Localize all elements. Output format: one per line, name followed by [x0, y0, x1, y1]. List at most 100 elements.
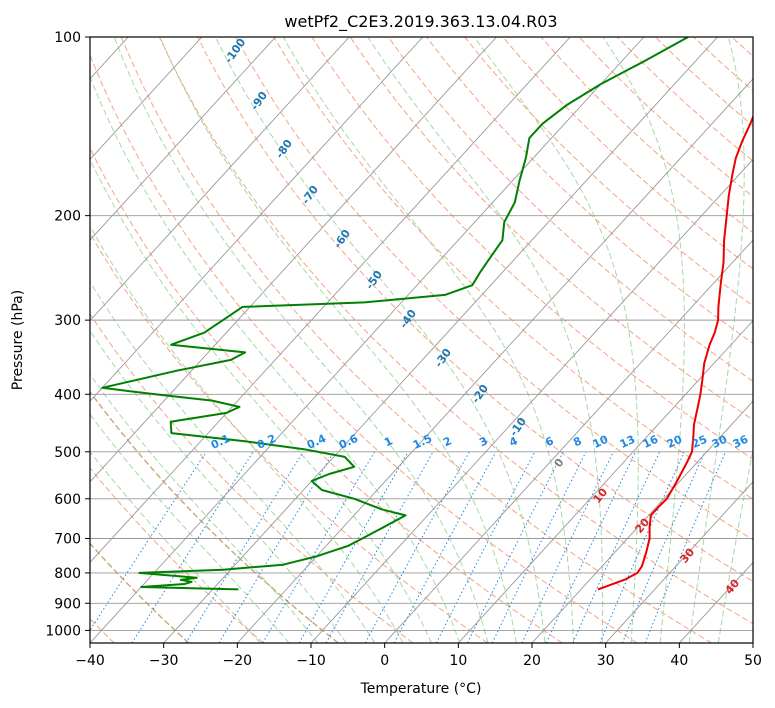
isotherm-line — [752, 642, 753, 643]
mixing-ratio-label: 0.1 — [209, 432, 232, 452]
mixing-ratio-label: 2 — [441, 434, 453, 449]
moist-adiabat-line — [602, 37, 685, 643]
mixing-ratio-line — [185, 451, 304, 643]
mixing-ratio-line — [364, 451, 470, 643]
isotherm-line — [90, 37, 571, 564]
isotherm-line — [605, 481, 753, 643]
y-tick-label: 100 — [54, 30, 81, 46]
x-tick-label: −30 — [149, 653, 179, 669]
mixing-ratio-label: 1 — [382, 434, 394, 449]
y-tick-label: 700 — [54, 532, 81, 548]
isotherm-line — [0, 37, 55, 643]
moist-adiabat-line — [367, 37, 604, 643]
mixing-ratio-line — [545, 451, 636, 643]
mixing-ratio-label: 20 — [665, 433, 685, 451]
dry-adiabat-label: -30 — [432, 346, 454, 370]
y-tick-label: 900 — [54, 596, 81, 612]
dry-adiabat-label: -60 — [331, 227, 353, 251]
plot-frame — [89, 36, 754, 644]
dry-adiabat-label: -40 — [397, 307, 419, 331]
isotherm-line — [90, 37, 424, 402]
dry-adiabat-line — [90, 390, 339, 643]
mixing-ratio-line — [131, 451, 254, 643]
y-axis-label: Pressure (hPa) — [10, 290, 26, 390]
dry-adiabat-label: -100 — [222, 36, 249, 66]
moist-adiabat-line — [90, 373, 319, 643]
dry-adiabat-line — [426, 37, 753, 344]
x-tick-label: 50 — [744, 653, 762, 669]
moist-adiabat-line — [90, 329, 347, 643]
y-tick-label: 1000 — [45, 623, 81, 639]
background-lines — [0, 37, 753, 643]
mixing-ratio-label: 0.2 — [255, 432, 278, 452]
dry-adiabat-label: 0 — [552, 456, 567, 470]
dry-adiabat-line — [349, 37, 753, 421]
x-tick-label: 40 — [670, 653, 688, 669]
reference-adiabat-line — [90, 390, 339, 643]
mixing-ratio-line — [599, 451, 685, 643]
moist-adiabat-line — [214, 37, 546, 643]
x-tick-label: −10 — [296, 653, 326, 669]
x-tick-label: −40 — [75, 653, 105, 669]
moist-adiabat-line — [473, 37, 639, 643]
mixing-ratio-line — [435, 451, 536, 643]
moist-adiabat-line — [159, 37, 517, 643]
y-tick-label: 300 — [54, 313, 81, 329]
moist-adiabat-line — [90, 75, 461, 643]
dry-adiabat-line — [90, 53, 638, 643]
dry-adiabat-label: -80 — [273, 137, 295, 161]
dry-adiabat-line — [158, 37, 753, 625]
dry-adiabat-line — [120, 37, 712, 643]
mixing-ratio-label: 10 — [591, 433, 611, 451]
mixing-ratio-label: 36 — [731, 433, 751, 451]
isotherm-line — [90, 37, 203, 161]
y-tick-label: 600 — [54, 492, 81, 508]
isotherm-line — [531, 400, 753, 643]
mixing-ratio-label: 0.6 — [337, 432, 360, 452]
moist-adiabat-line — [717, 447, 753, 643]
mixing-ratio-label: 16 — [641, 433, 661, 451]
mixing-ratio-label: 25 — [690, 433, 709, 451]
x-tick-label: 30 — [597, 653, 615, 669]
dry-adiabat-line — [273, 37, 753, 500]
mixing-ratio-line — [262, 451, 376, 643]
mixing-ratio-line — [621, 451, 706, 643]
moist-adiabat-line — [688, 37, 745, 643]
series-layer — [101, 37, 753, 591]
x-tick-label: −20 — [223, 653, 253, 669]
isotherm-line — [237, 78, 753, 643]
dry-adiabat-line — [616, 37, 753, 162]
dry-adiabat-label: -90 — [248, 89, 270, 113]
mixing-ratio-label: 8 — [571, 434, 583, 449]
moist-adiabat-line — [113, 37, 489, 643]
mixing-ratio-label: 30 — [710, 433, 730, 451]
moist-adiabat-line — [90, 224, 404, 643]
moist-adiabat-line — [90, 158, 432, 643]
y-axis: 1000 900 800 700 600 500 400 300 200 100 — [45, 30, 90, 639]
chart-title: wetPf2_C2E3.2019.363.13.04.R03 — [284, 12, 557, 32]
mixing-ratio-line — [521, 451, 614, 643]
label-layer: -100-90-80-70-60-50-40-30-20-10010203040… — [209, 36, 751, 597]
mixing-ratio-line — [90, 451, 207, 632]
y-tick-label: 200 — [54, 209, 81, 225]
dry-adiabat-line — [578, 37, 753, 198]
dry-adiabat-line — [197, 37, 753, 582]
dewpoint-line — [101, 37, 689, 591]
moist-adiabat-line — [282, 37, 575, 643]
dry-adiabat-line — [90, 232, 488, 643]
mixing-ratio-line — [491, 451, 587, 643]
moist-adiabat-line — [90, 413, 290, 643]
mixing-ratio-line — [325, 451, 434, 643]
moist-adiabat-label: 30 — [677, 545, 697, 565]
moist-adiabat-line — [90, 450, 261, 643]
dry-adiabat-line — [464, 37, 753, 307]
isotherm-line — [458, 319, 753, 643]
mixing-ratio-line — [393, 451, 497, 643]
isotherm-line — [384, 239, 753, 643]
mixing-ratio-label: 1.5 — [411, 432, 434, 452]
isotherm-line — [90, 37, 497, 483]
y-tick-label: 800 — [54, 566, 81, 582]
x-tick-label: 20 — [523, 653, 541, 669]
x-axis: −40 −30 −20 −10 0 10 20 30 40 50 — [75, 643, 762, 669]
dry-adiabat-line — [90, 146, 563, 643]
